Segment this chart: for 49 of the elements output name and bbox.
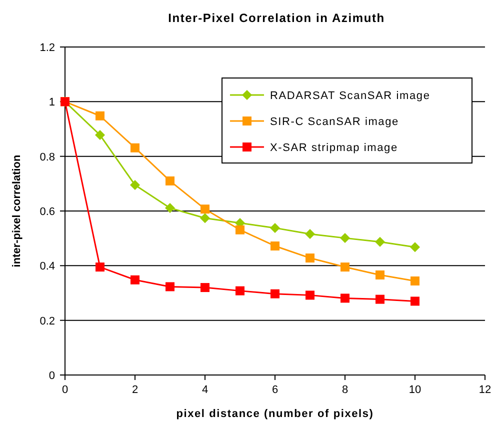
point [305, 228, 315, 239]
point [200, 204, 210, 214]
x-tick-label: 8 [342, 384, 348, 396]
y-tick-label: 0.2 [40, 315, 55, 328]
point [96, 111, 104, 120]
point [96, 262, 104, 272]
point [200, 213, 210, 224]
point [375, 236, 385, 247]
point [270, 241, 280, 250]
point [340, 233, 350, 244]
point [410, 296, 420, 306]
point [200, 283, 210, 292]
point [376, 270, 384, 280]
x-tick-label: 2 [132, 384, 138, 396]
point [166, 176, 174, 186]
x-tick-label: 0 [62, 384, 68, 396]
point [306, 290, 314, 300]
point [95, 130, 105, 140]
y-tick-label: 1 [48, 96, 55, 109]
point [376, 294, 384, 304]
point [306, 254, 314, 263]
x-tick-label: 12 [478, 384, 492, 396]
legend-label: RADARSAT ScanSAR image [270, 90, 430, 102]
point [165, 202, 175, 213]
legend-label: SIR-C ScanSAR image [270, 116, 399, 128]
x-tick-label: 4 [202, 384, 208, 396]
y-tick-label: 1.2 [40, 42, 55, 54]
point [130, 275, 140, 284]
point [270, 222, 280, 233]
y-tick-label: 0.4 [40, 260, 55, 273]
point [410, 242, 420, 252]
y-axis-title: inter-pixel correlation [11, 154, 23, 268]
point [166, 282, 174, 292]
point [130, 143, 140, 152]
point [410, 276, 420, 286]
x-tick-label: 6 [272, 384, 278, 396]
point [270, 289, 280, 298]
x-tick-label: 10 [408, 384, 422, 396]
point [340, 294, 350, 303]
point [340, 262, 350, 272]
y-tick-label: 0 [48, 370, 55, 382]
chart-title: Inter-Pixel Correlation in Azimuth [168, 11, 385, 25]
point [236, 225, 244, 234]
point [236, 286, 244, 296]
y-tick-label: 0.8 [40, 151, 55, 164]
point [130, 180, 140, 190]
x-axis-title: pixel distance (number of pixels) [176, 408, 374, 420]
legend-label: X-SAR stripmap image [270, 142, 398, 154]
y-tick-label: 0.6 [40, 206, 55, 218]
